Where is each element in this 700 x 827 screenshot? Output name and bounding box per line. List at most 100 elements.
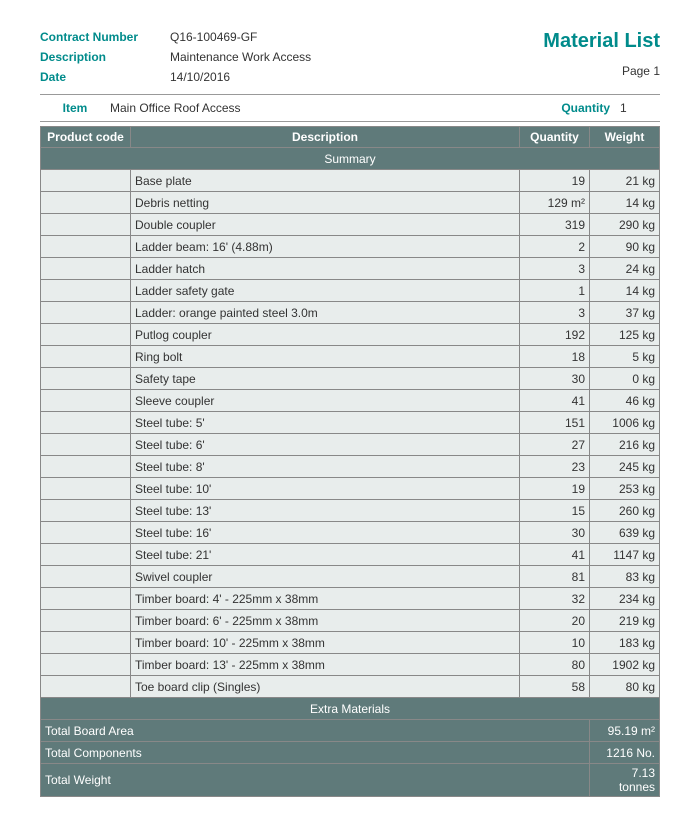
cell-code <box>41 654 131 676</box>
table-row: Ladder hatch324 kg <box>41 258 660 280</box>
cell-wt: 21 kg <box>590 170 660 192</box>
cell-desc: Ring bolt <box>131 346 520 368</box>
table-row: Toe board clip (Singles)5880 kg <box>41 676 660 698</box>
cell-code <box>41 170 131 192</box>
cell-wt: 183 kg <box>590 632 660 654</box>
date-value: 14/10/2016 <box>170 70 230 84</box>
header-row-date: Date 14/10/2016 <box>40 70 660 84</box>
cell-qty: 81 <box>520 566 590 588</box>
cell-qty: 192 <box>520 324 590 346</box>
col-wt: Weight <box>590 127 660 148</box>
total-label: Total Weight <box>41 764 590 797</box>
cell-qty: 1 <box>520 280 590 302</box>
table-row: Steel tube: 16'30639 kg <box>41 522 660 544</box>
cell-code <box>41 434 131 456</box>
table-row: Safety tape300 kg <box>41 368 660 390</box>
total-row: Total Weight7.13 tonnes <box>41 764 660 797</box>
table-row: Timber board: 4' - 225mm x 38mm32234 kg <box>41 588 660 610</box>
cell-qty: 41 <box>520 390 590 412</box>
cell-code <box>41 192 131 214</box>
cell-desc: Toe board clip (Singles) <box>131 676 520 698</box>
col-desc: Description <box>131 127 520 148</box>
page-number: Page 1 <box>622 64 660 78</box>
cell-desc: Putlog coupler <box>131 324 520 346</box>
section-qty-value: 1 <box>620 101 660 115</box>
table-row: Timber board: 10' - 225mm x 38mm10183 kg <box>41 632 660 654</box>
section-qty-label: Quantity <box>550 101 620 115</box>
cell-desc: Timber board: 10' - 225mm x 38mm <box>131 632 520 654</box>
cell-desc: Steel tube: 8' <box>131 456 520 478</box>
total-value: 1216 No. <box>590 742 660 764</box>
table-row: Timber board: 6' - 225mm x 38mm20219 kg <box>41 610 660 632</box>
cell-wt: 80 kg <box>590 676 660 698</box>
report-header: Material List Page 1 Contract Number Q16… <box>40 30 660 84</box>
contract-value: Q16-100469-GF <box>170 30 257 44</box>
table-row: Steel tube: 5'1511006 kg <box>41 412 660 434</box>
cell-qty: 319 <box>520 214 590 236</box>
cell-wt: 290 kg <box>590 214 660 236</box>
cell-code <box>41 412 131 434</box>
cell-qty: 18 <box>520 346 590 368</box>
table-row: Double coupler319290 kg <box>41 214 660 236</box>
cell-qty: 3 <box>520 258 590 280</box>
total-row: Total Board Area95.19 m² <box>41 720 660 742</box>
cell-desc: Double coupler <box>131 214 520 236</box>
cell-qty: 20 <box>520 610 590 632</box>
total-value: 95.19 m² <box>590 720 660 742</box>
cell-wt: 0 kg <box>590 368 660 390</box>
cell-code <box>41 368 131 390</box>
table-row: Putlog coupler192125 kg <box>41 324 660 346</box>
cell-qty: 30 <box>520 522 590 544</box>
cell-code <box>41 302 131 324</box>
table-row: Sleeve coupler4146 kg <box>41 390 660 412</box>
table-row: Steel tube: 21'411147 kg <box>41 544 660 566</box>
cell-qty: 129 m² <box>520 192 590 214</box>
cell-wt: 125 kg <box>590 324 660 346</box>
table-head: Product code Description Quantity Weight <box>41 127 660 148</box>
total-label: Total Components <box>41 742 590 764</box>
cell-code <box>41 236 131 258</box>
cell-wt: 260 kg <box>590 500 660 522</box>
cell-code <box>41 500 131 522</box>
cell-wt: 234 kg <box>590 588 660 610</box>
table-row: Base plate1921 kg <box>41 170 660 192</box>
cell-code <box>41 390 131 412</box>
cell-wt: 37 kg <box>590 302 660 324</box>
col-qty: Quantity <box>520 127 590 148</box>
sub-header-row: Summary <box>41 148 660 170</box>
material-table: Product code Description Quantity Weight… <box>40 126 660 797</box>
cell-qty: 10 <box>520 632 590 654</box>
cell-code <box>41 610 131 632</box>
total-row: Total Components1216 No. <box>41 742 660 764</box>
cell-code <box>41 456 131 478</box>
table-row: Steel tube: 10'19253 kg <box>41 478 660 500</box>
cell-wt: 5 kg <box>590 346 660 368</box>
table-row: Ladder: orange painted steel 3.0m337 kg <box>41 302 660 324</box>
cell-desc: Safety tape <box>131 368 520 390</box>
cell-code <box>41 258 131 280</box>
description-label: Description <box>40 50 170 64</box>
item-label: Item <box>40 101 110 115</box>
item-value: Main Office Roof Access <box>110 101 550 115</box>
table-row: Steel tube: 8'23245 kg <box>41 456 660 478</box>
cell-code <box>41 280 131 302</box>
cell-desc: Ladder: orange painted steel 3.0m <box>131 302 520 324</box>
cell-qty: 32 <box>520 588 590 610</box>
cell-wt: 46 kg <box>590 390 660 412</box>
contract-label: Contract Number <box>40 30 170 44</box>
cell-wt: 219 kg <box>590 610 660 632</box>
cell-code <box>41 676 131 698</box>
section-bar: Item Main Office Roof Access Quantity 1 <box>40 94 660 122</box>
cell-wt: 83 kg <box>590 566 660 588</box>
cell-qty: 41 <box>520 544 590 566</box>
cell-desc: Debris netting <box>131 192 520 214</box>
cell-wt: 24 kg <box>590 258 660 280</box>
description-value: Maintenance Work Access <box>170 50 311 64</box>
cell-qty: 19 <box>520 478 590 500</box>
cell-code <box>41 544 131 566</box>
table-row: Timber board: 13' - 225mm x 38mm801902 k… <box>41 654 660 676</box>
date-label: Date <box>40 70 170 84</box>
table-row: Debris netting129 m²14 kg <box>41 192 660 214</box>
cell-desc: Steel tube: 6' <box>131 434 520 456</box>
cell-code <box>41 346 131 368</box>
